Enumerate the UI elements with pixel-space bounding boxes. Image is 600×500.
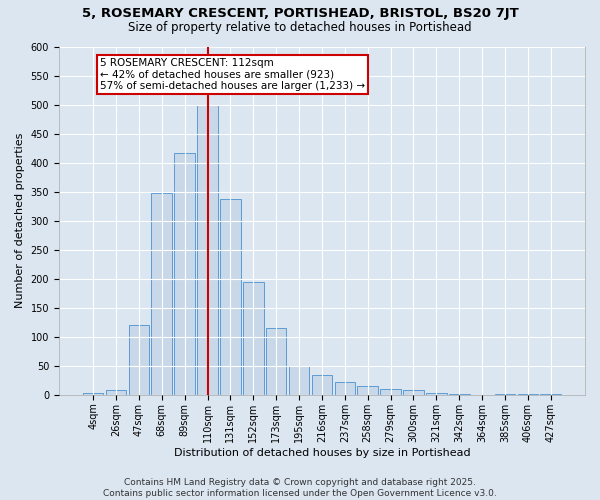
Bar: [311, 374, 332, 395]
Bar: [426, 392, 446, 395]
Bar: [151, 193, 172, 395]
X-axis label: Distribution of detached houses by size in Portishead: Distribution of detached houses by size …: [173, 448, 470, 458]
Text: Size of property relative to detached houses in Portishead: Size of property relative to detached ho…: [128, 21, 472, 34]
Bar: [403, 390, 424, 395]
Bar: [289, 366, 310, 395]
Bar: [83, 392, 103, 395]
Bar: [358, 386, 378, 395]
Bar: [518, 394, 538, 395]
Bar: [495, 394, 515, 395]
Bar: [197, 104, 218, 395]
Bar: [220, 198, 241, 395]
Y-axis label: Number of detached properties: Number of detached properties: [15, 133, 25, 308]
Bar: [541, 394, 561, 395]
Text: 5 ROSEMARY CRESCENT: 112sqm
← 42% of detached houses are smaller (923)
57% of se: 5 ROSEMARY CRESCENT: 112sqm ← 42% of det…: [100, 58, 365, 92]
Text: Contains HM Land Registry data © Crown copyright and database right 2025.
Contai: Contains HM Land Registry data © Crown c…: [103, 478, 497, 498]
Bar: [335, 382, 355, 395]
Bar: [266, 328, 286, 395]
Bar: [128, 325, 149, 395]
Text: 5, ROSEMARY CRESCENT, PORTISHEAD, BRISTOL, BS20 7JT: 5, ROSEMARY CRESCENT, PORTISHEAD, BRISTO…: [82, 8, 518, 20]
Bar: [175, 153, 195, 395]
Bar: [449, 394, 470, 395]
Bar: [243, 282, 263, 395]
Bar: [106, 390, 126, 395]
Bar: [380, 389, 401, 395]
